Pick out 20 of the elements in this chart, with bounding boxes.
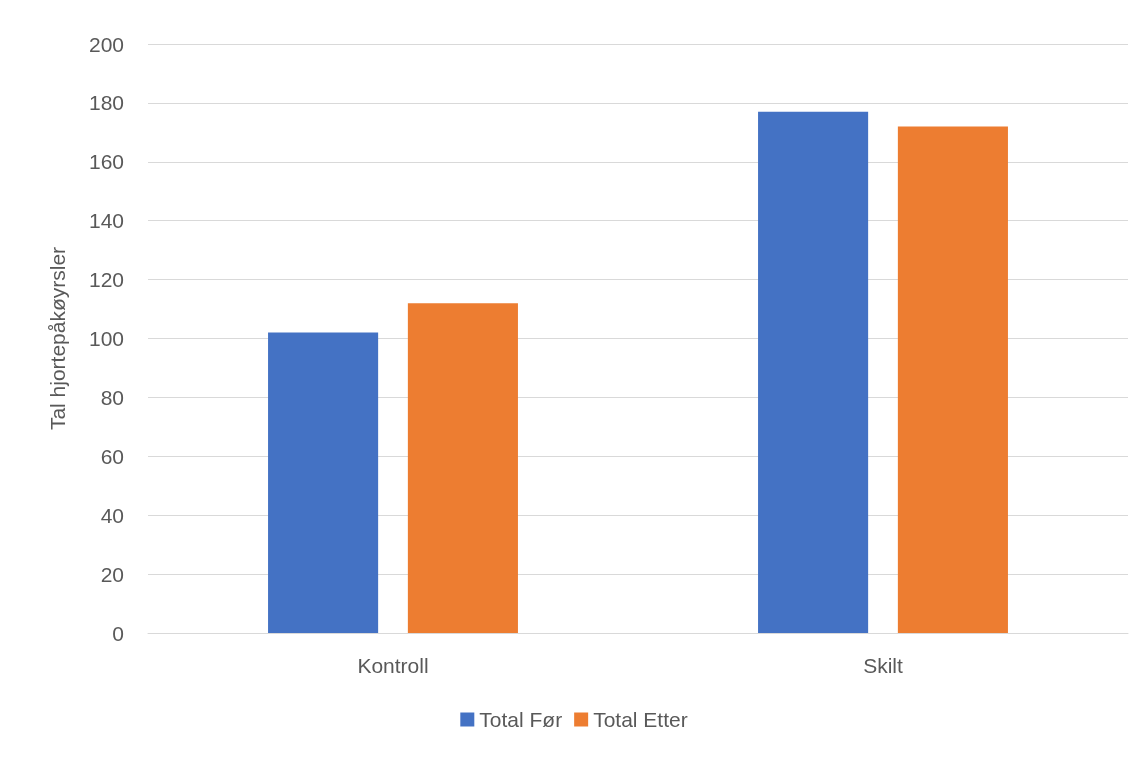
y-tick-label: 80 (100, 385, 124, 409)
y-tick-label: 40 (100, 503, 124, 527)
bar (407, 303, 518, 633)
legend-label: Total Før (479, 708, 563, 731)
y-tick-label: 0 (112, 621, 124, 645)
y-tick-label: 100 (88, 327, 124, 350)
bar (897, 126, 1008, 633)
legend-label: Total Etter (593, 708, 688, 731)
y-tick-label: 120 (88, 268, 124, 292)
x-tick-label: Kontroll (357, 654, 429, 677)
y-tick-label: 140 (88, 209, 124, 233)
y-axis-title: Tal hjortepåkøyrsler (46, 246, 69, 431)
x-tick-label: Skilt (863, 654, 903, 677)
bar (758, 111, 869, 633)
y-tick-label: 200 (88, 32, 124, 56)
y-tick-label: 180 (88, 91, 124, 115)
y-tick-label: 160 (88, 150, 124, 174)
y-tick-label: 60 (100, 444, 124, 468)
y-tick-label: 20 (100, 562, 124, 586)
bar (268, 332, 379, 633)
